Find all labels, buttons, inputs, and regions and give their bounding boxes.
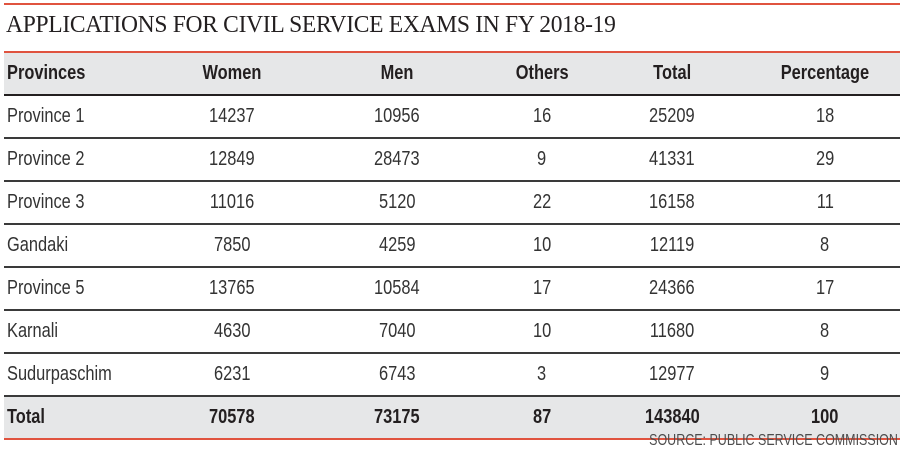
- table-row: Sudurpaschim 6231 6743 3 12977 9: [4, 353, 900, 397]
- cell-women: 70578: [157, 396, 307, 440]
- cell-percentage: 100: [747, 396, 900, 440]
- cell-total: 143840: [597, 396, 747, 440]
- table-row: Gandaki 7850 4259 10 12119 8: [4, 224, 900, 268]
- cell-percentage: 29: [747, 138, 900, 182]
- cell-men: 5120: [307, 181, 487, 225]
- cell-others: 16: [487, 95, 597, 139]
- cell-total: 12977: [597, 353, 747, 397]
- applications-table: Provinces Women Men Others Total Percent…: [4, 53, 900, 440]
- header-others: Others: [487, 53, 597, 96]
- cell-province: Gandaki: [4, 224, 157, 268]
- cell-total: 41331: [597, 138, 747, 182]
- cell-percentage: 17: [747, 267, 900, 311]
- cell-province: Province 3: [4, 181, 157, 225]
- table-row: Province 5 13765 10584 17 24366 17: [4, 267, 900, 311]
- header-percentage: Percentage: [747, 53, 900, 96]
- cell-total: 24366: [597, 267, 747, 311]
- cell-province: Province 2: [4, 138, 157, 182]
- title-accent-rule: [4, 51, 900, 53]
- cell-men: 10956: [307, 95, 487, 139]
- cell-men: 28473: [307, 138, 487, 182]
- page-title: APPLICATIONS FOR CIVIL SERVICE EXAMS IN …: [6, 12, 616, 38]
- cell-percentage: 18: [747, 95, 900, 139]
- cell-province: Province 5: [4, 267, 157, 311]
- cell-others: 22: [487, 181, 597, 225]
- cell-others: 87: [487, 396, 597, 440]
- header-women: Women: [157, 53, 307, 96]
- table-row: Province 3 11016 5120 22 16158 11: [4, 181, 900, 225]
- cell-men: 73175: [307, 396, 487, 440]
- cell-others: 10: [487, 310, 597, 354]
- cell-men: 4259: [307, 224, 487, 268]
- header-provinces: Provinces: [4, 53, 157, 96]
- table-row: Province 1 14237 10956 16 25209 18: [4, 95, 900, 139]
- table-header-row: Provinces Women Men Others Total Percent…: [4, 53, 900, 96]
- cell-province: Karnali: [4, 310, 157, 354]
- cell-others: 17: [487, 267, 597, 311]
- cell-province: Province 1: [4, 95, 157, 139]
- cell-percentage: 11: [747, 181, 900, 225]
- cell-total: 11680: [597, 310, 747, 354]
- cell-men: 10584: [307, 267, 487, 311]
- header-men: Men: [307, 53, 487, 96]
- cell-province: Sudurpaschim: [4, 353, 157, 397]
- table-total-row: Total 70578 73175 87 143840 100: [4, 396, 900, 440]
- cell-others: 3: [487, 353, 597, 397]
- cell-women: 6231: [157, 353, 307, 397]
- cell-women: 4630: [157, 310, 307, 354]
- cell-province: Total: [4, 396, 157, 440]
- cell-total: 25209: [597, 95, 747, 139]
- cell-women: 12849: [157, 138, 307, 182]
- cell-others: 10: [487, 224, 597, 268]
- cell-percentage: 8: [747, 310, 900, 354]
- cell-percentage: 9: [747, 353, 900, 397]
- cell-percentage: 8: [747, 224, 900, 268]
- table-row: Province 2 12849 28473 9 41331 29: [4, 138, 900, 182]
- cell-men: 6743: [307, 353, 487, 397]
- cell-total: 12119: [597, 224, 747, 268]
- top-accent-rule: [4, 3, 900, 5]
- source-note: SOURCE: PUBLIC SERVICE COMMISSION: [649, 432, 898, 449]
- cell-others: 9: [487, 138, 597, 182]
- cell-total: 16158: [597, 181, 747, 225]
- cell-men: 7040: [307, 310, 487, 354]
- cell-women: 7850: [157, 224, 307, 268]
- cell-women: 11016: [157, 181, 307, 225]
- table-row: Karnali 4630 7040 10 11680 8: [4, 310, 900, 354]
- cell-women: 13765: [157, 267, 307, 311]
- header-total: Total: [597, 53, 747, 96]
- cell-women: 14237: [157, 95, 307, 139]
